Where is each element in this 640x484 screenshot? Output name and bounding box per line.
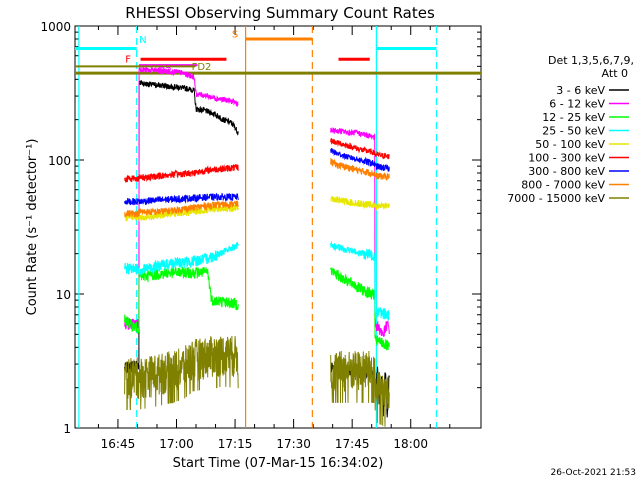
- generation-timestamp: 26-Oct-2021 21:53: [551, 468, 636, 478]
- chart-title: RHESSI Observing Summary Count Rates: [125, 4, 435, 22]
- x-axis-label: Start Time (07-Mar-15 16:34:02): [173, 456, 384, 471]
- series-line: [330, 240, 390, 321]
- series-line: [124, 192, 239, 206]
- series-line: [330, 267, 390, 351]
- x-tick-label: 17:15: [218, 437, 253, 451]
- y-tick-label: 10: [56, 288, 71, 302]
- y-axis-ticks: 1 10 100 1000: [40, 20, 481, 436]
- plot-frame: [74, 25, 482, 429]
- series-line: [330, 350, 390, 427]
- series-line: [330, 195, 390, 211]
- mode-label: N: [139, 35, 146, 46]
- data-series: [124, 66, 390, 427]
- mode-label: FD2: [192, 62, 212, 73]
- legend-title-line-2: Att 0: [602, 67, 628, 80]
- x-tick-label: 17:00: [159, 437, 194, 451]
- x-tick-label: 18:00: [393, 437, 428, 451]
- y-tick-label: 100: [48, 154, 71, 168]
- y-tick-label: 1000: [40, 20, 71, 34]
- legend-label: 800 - 7000 keV: [521, 179, 605, 192]
- series-line: [124, 204, 239, 222]
- x-axis-ticks: 16:45 17:00 17:15 17:30 17:45 18:00: [78, 26, 451, 451]
- mode-label: F: [125, 55, 131, 66]
- series-line: [124, 241, 239, 276]
- legend-label: 7000 - 15000 keV: [507, 192, 605, 205]
- series-line: [124, 80, 239, 373]
- legend-label: 3 - 6 keV: [556, 84, 605, 97]
- series-line: [124, 200, 239, 218]
- legend-title-line-1: Det 1,3,5,6,7,9,: [548, 54, 634, 67]
- x-tick-label: 16:45: [101, 437, 136, 451]
- series-line: [124, 335, 239, 410]
- legend-label: 25 - 50 keV: [542, 125, 605, 138]
- series-line: [330, 127, 390, 338]
- x-tick-label: 17:45: [335, 437, 370, 451]
- series-line: [330, 138, 390, 160]
- series-line: [124, 164, 239, 183]
- legend-label: 50 - 100 keV: [535, 138, 605, 151]
- legend-label: 6 - 12 keV: [549, 98, 605, 111]
- legend-label: 100 - 300 keV: [528, 152, 605, 165]
- y-tick-label: 1: [63, 422, 71, 436]
- legend-label: 12 - 25 keV: [542, 111, 605, 124]
- series-line: [124, 265, 239, 335]
- y-axis-label: Count Rate (s⁻¹ detector⁻¹): [25, 139, 40, 316]
- mode-label: S: [232, 29, 238, 40]
- series-line: [330, 158, 390, 181]
- series-line: [330, 148, 390, 172]
- x-tick-label: 17:30: [276, 437, 311, 451]
- legend-label: 300 - 800 keV: [528, 165, 605, 178]
- series-line: [124, 66, 239, 330]
